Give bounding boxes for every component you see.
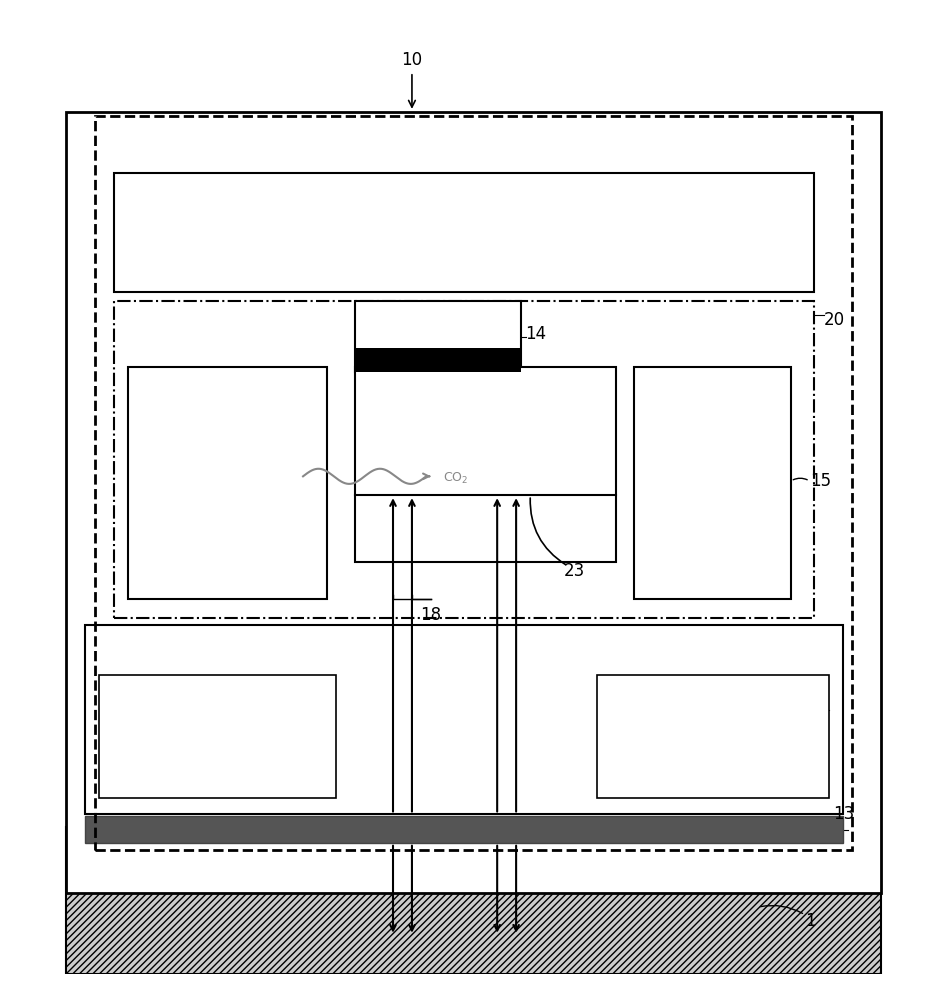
Bar — [597, 675, 829, 798]
Text: 13: 13 — [833, 805, 854, 823]
Bar — [85, 816, 843, 843]
Bar — [355, 367, 616, 562]
Text: 11: 11 — [99, 704, 120, 722]
Text: CO$_2$: CO$_2$ — [443, 471, 469, 486]
Text: 10: 10 — [402, 51, 422, 107]
Text: 1: 1 — [805, 912, 815, 930]
Bar — [66, 112, 881, 893]
Bar — [85, 625, 843, 814]
Bar — [66, 827, 881, 974]
Bar — [355, 348, 521, 372]
Text: 15: 15 — [810, 472, 831, 490]
Bar — [114, 173, 814, 292]
Text: 14: 14 — [526, 325, 546, 343]
Bar — [114, 301, 814, 618]
Text: 11: 11 — [795, 704, 816, 722]
Text: 17: 17 — [777, 235, 797, 253]
Bar — [634, 367, 791, 599]
Bar — [355, 301, 521, 372]
Bar — [128, 367, 327, 599]
Text: 23: 23 — [563, 562, 584, 580]
Text: 18: 18 — [420, 606, 441, 624]
Text: 20: 20 — [824, 311, 845, 329]
Text: 21: 21 — [137, 377, 158, 395]
Bar — [95, 116, 852, 850]
Bar — [99, 675, 336, 798]
